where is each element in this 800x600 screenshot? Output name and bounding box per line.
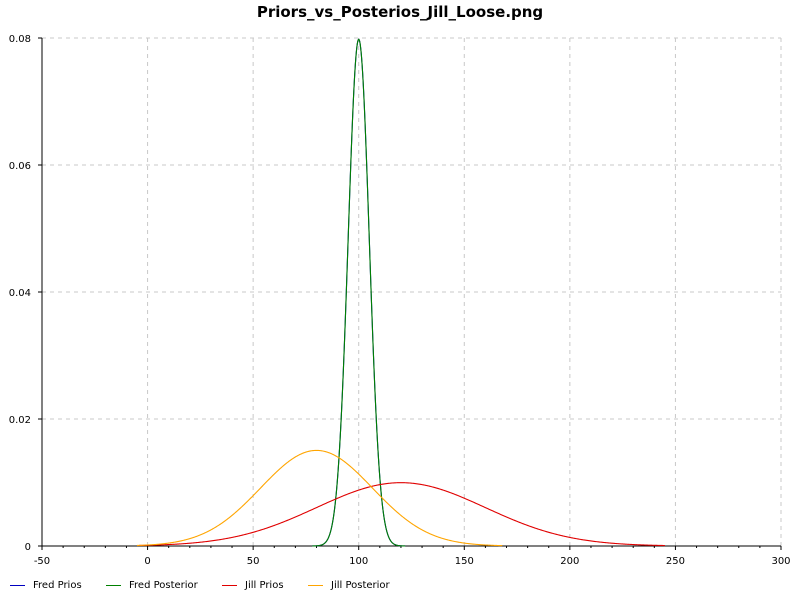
series-lines	[136, 38, 665, 547]
x-tick-label: 250	[666, 556, 685, 567]
legend-item: Fred Posterior	[106, 577, 198, 593]
legend-label: Jill Prios	[245, 579, 284, 591]
legend-swatch	[106, 584, 121, 586]
legend-item: Jill Posterior	[308, 577, 390, 593]
series-line-jill-posterior	[136, 449, 503, 547]
legend-label: Jill Posterior	[331, 579, 390, 591]
x-tick-label: 200	[560, 556, 579, 567]
legend-label: Fred Prios	[33, 579, 82, 591]
series-line-fred-posterior	[312, 38, 406, 547]
chart-title: Priors_vs_Posterios_Jill_Loose.png	[256, 3, 544, 21]
legend-swatch	[308, 584, 323, 586]
x-tick-label: 150	[455, 556, 474, 567]
y-tick-label: 0	[25, 542, 31, 553]
y-tick-label: 0.06	[9, 161, 31, 172]
x-tick-label: 0	[144, 556, 150, 567]
axes	[38, 37, 782, 550]
x-tick-label: 50	[247, 556, 260, 567]
legend-swatch	[10, 584, 25, 586]
series-line-fred-prios	[312, 38, 406, 547]
x-tick-label: 300	[771, 556, 790, 567]
x-tick-label: -50	[34, 556, 50, 567]
series-line-jill-prios	[136, 482, 665, 547]
legend-label: Fred Posterior	[129, 579, 198, 591]
y-tick-label: 0.02	[9, 415, 31, 426]
y-tick-label: 0.04	[9, 288, 31, 299]
legend-item: Jill Prios	[222, 577, 284, 593]
legend-item: Fred Prios	[10, 577, 82, 593]
x-tick-label: 100	[349, 556, 368, 567]
legend-swatch	[222, 584, 237, 586]
y-tick-label: 0.08	[9, 34, 31, 45]
gridlines	[42, 37, 782, 546]
